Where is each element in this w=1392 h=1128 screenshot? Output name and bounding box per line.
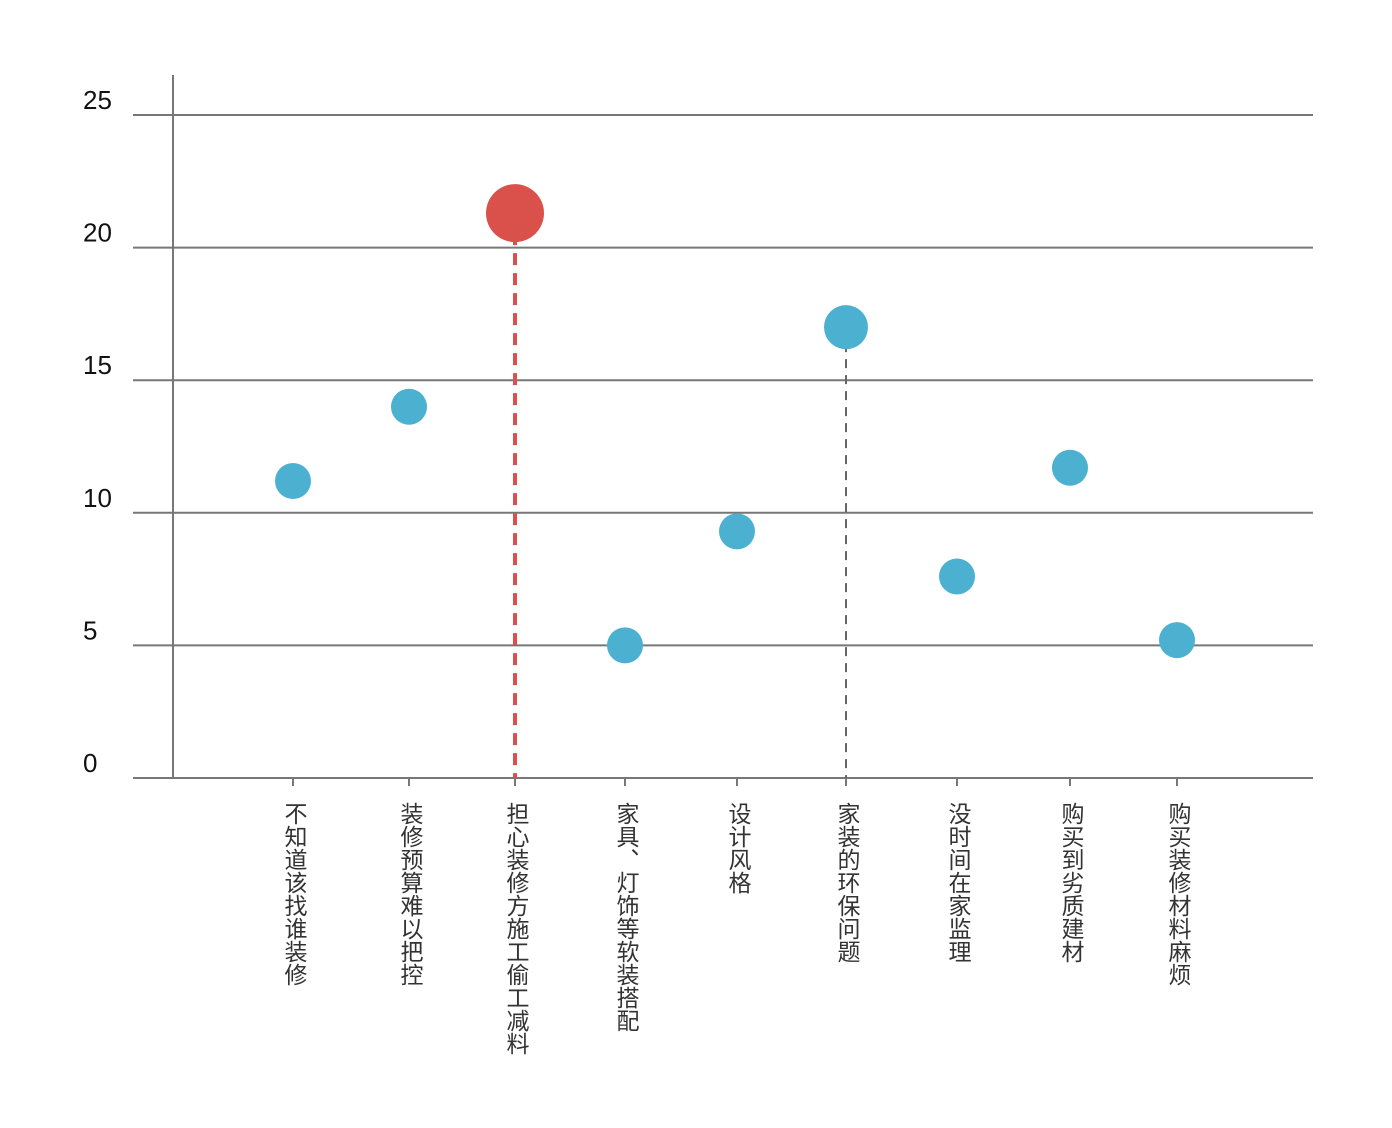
x-tick-label: 担心装修方施工偷工减料 (502, 802, 530, 1055)
x-tick-label: 家具、灯饰等软装搭配 (612, 802, 640, 1032)
data-point (1052, 449, 1088, 486)
data-point (939, 558, 975, 595)
y-tick-label: 10 (83, 483, 112, 513)
y-tick-label: 0 (83, 748, 97, 778)
highlight-point (486, 184, 544, 243)
grid-lines (133, 114, 1313, 647)
x-tick-label: 装修预算难以把控 (396, 802, 424, 986)
data-points (275, 184, 1195, 664)
y-tick-label: 25 (83, 85, 112, 115)
data-point (1159, 622, 1195, 659)
x-tick-label: 没时间在家监理 (944, 802, 972, 963)
x-tick-label: 购买到劣质建材 (1057, 802, 1085, 963)
data-point (824, 305, 868, 350)
x-tick-label: 购买装修材料麻烦 (1164, 802, 1192, 986)
y-tick-label: 20 (83, 218, 112, 248)
y-tick-label: 5 (83, 615, 97, 645)
x-tick-label: 家装的环保问题 (833, 802, 861, 963)
data-point (391, 388, 427, 425)
guide-lines (513, 213, 847, 778)
x-tick-labels: 不知道该找谁装修 装修预算难以把控 担心装修方施工偷工减料 家具、灯饰等软装搭配 设计风… (280, 778, 1192, 1055)
y-tick-label: 15 (83, 350, 112, 380)
data-point (719, 513, 755, 550)
data-point (275, 462, 311, 499)
data-point (607, 627, 643, 664)
y-tick-labels: 0 5 10 15 20 25 (83, 85, 112, 778)
x-tick-label: 不知道该找谁装修 (280, 802, 308, 986)
x-tick-label: 设计风格 (724, 802, 752, 894)
